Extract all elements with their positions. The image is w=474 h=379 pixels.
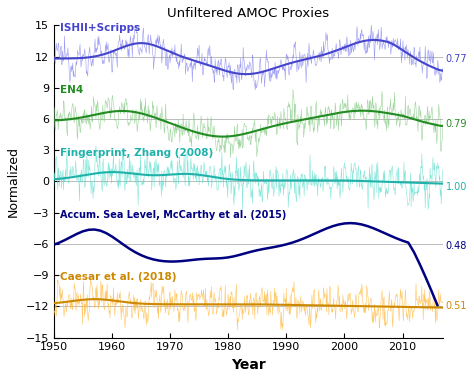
Text: Fingerprint, Zhang (2008): Fingerprint, Zhang (2008) <box>60 147 213 158</box>
Text: 1.00: 1.00 <box>446 182 467 192</box>
Text: EN4: EN4 <box>60 85 83 95</box>
Text: 0.51: 0.51 <box>446 301 467 312</box>
Text: Caesar et al. (2018): Caesar et al. (2018) <box>60 273 176 282</box>
Y-axis label: Normalized: Normalized <box>7 146 20 217</box>
Text: ISHII+Scripps: ISHII+Scripps <box>60 23 140 33</box>
Text: Accum. Sea Level, McCarthy et al. (2015): Accum. Sea Level, McCarthy et al. (2015) <box>60 210 286 220</box>
Text: 0.48: 0.48 <box>446 241 467 251</box>
X-axis label: Year: Year <box>231 358 266 372</box>
Title: Unfiltered AMOC Proxies: Unfiltered AMOC Proxies <box>167 7 329 20</box>
Text: 0.77: 0.77 <box>446 53 467 64</box>
Text: 0.79: 0.79 <box>446 119 467 129</box>
